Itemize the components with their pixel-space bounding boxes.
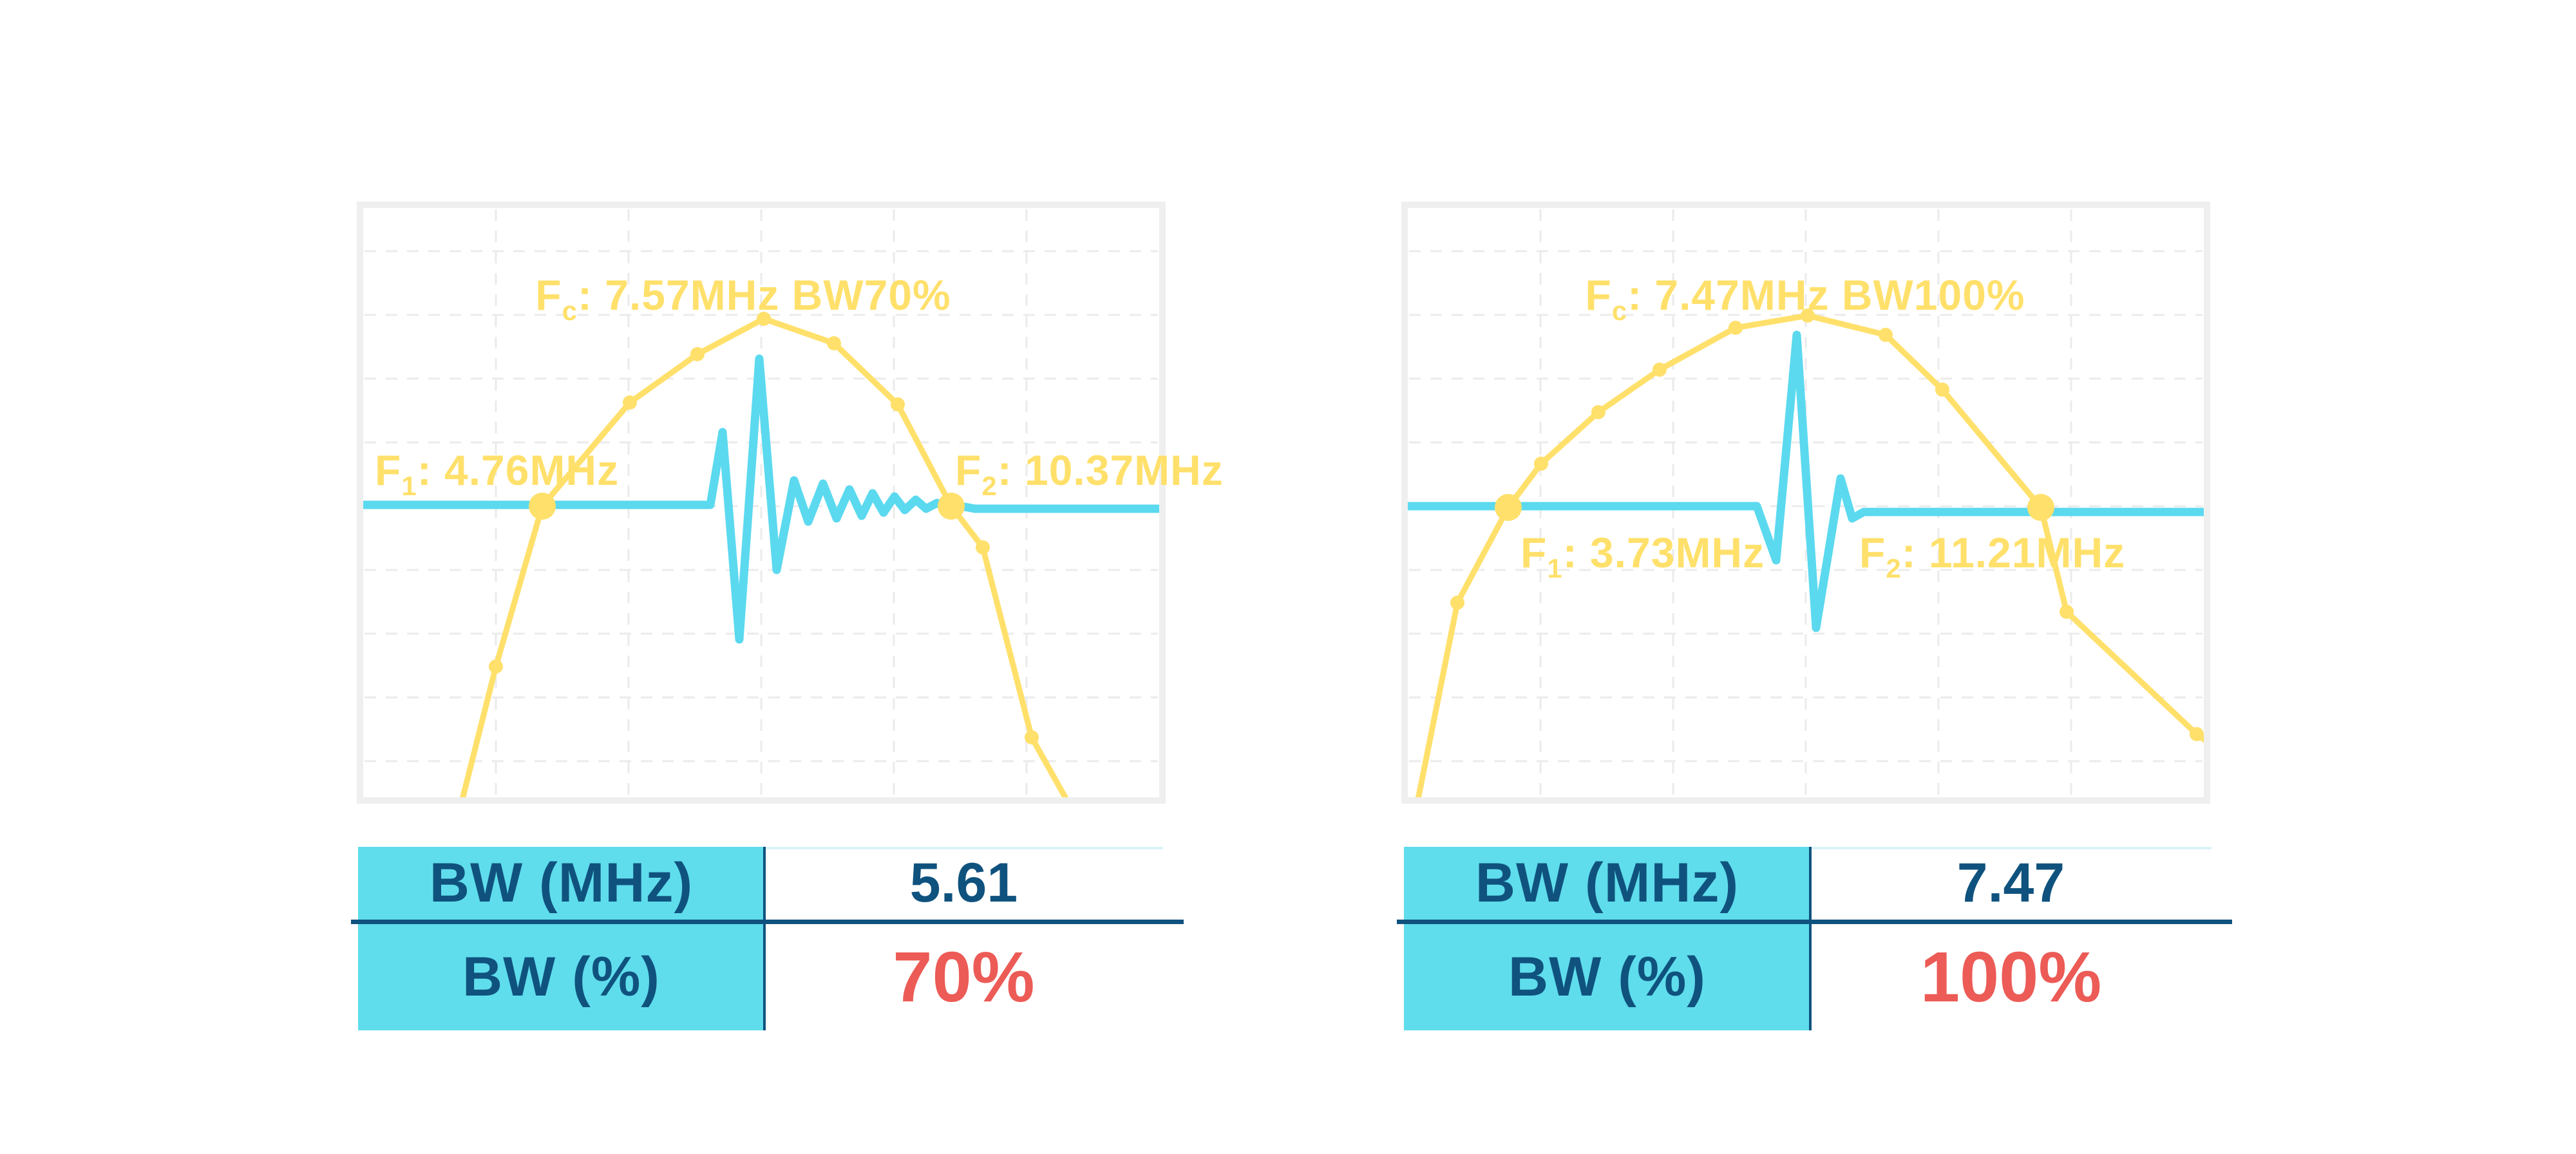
table-row: BW (MHz) 7.47: [1404, 847, 2211, 920]
fc-annotation: Fc: 7.57MHz BW70%: [535, 271, 951, 326]
table-row: BW (MHz) 5.61: [358, 847, 1163, 920]
fc-annotation: Fc: 7.47MHz BW100%: [1585, 271, 2025, 326]
table-row: BW (%) 100%: [1404, 924, 2211, 1030]
bw-mhz-value: 7.47: [1956, 852, 2065, 914]
column-divider: [763, 847, 766, 1030]
f1-annotation: F1: 4.76MHz: [375, 446, 619, 501]
table-row: BW (%) 70%: [358, 924, 1163, 1030]
f1-annotation: F1: 3.73MHz: [1520, 529, 1765, 583]
bw-mhz-label: BW (MHz): [358, 847, 764, 920]
table-top-accent: [764, 847, 1163, 849]
bw-table-right: BW (MHz) 7.47 BW (%) 100%: [1397, 847, 2232, 1030]
bw-pct-label: BW (%): [358, 924, 764, 1030]
bw-table-left: BW (MHz) 5.61 BW (%) 70%: [351, 847, 1184, 1030]
f2-annotation: F2: 11.21MHz: [1859, 529, 2125, 583]
grid-layer: [1409, 209, 2202, 796]
row-divider: [1397, 920, 2232, 924]
bw-pct-label: BW (%): [1404, 924, 1810, 1030]
bw-mhz-label: BW (MHz): [1404, 847, 1810, 920]
f2-annotation: F2: 10.37MHz: [955, 446, 1224, 501]
bw-pct-value: 100%: [1920, 938, 2102, 1017]
column-divider: [1809, 847, 1812, 1030]
bw-mhz-value: 5.61: [909, 852, 1018, 914]
series-layer: [1408, 308, 2204, 797]
bw-pct-value: 70%: [893, 938, 1035, 1017]
table-top-accent: [1810, 847, 2211, 849]
row-divider: [351, 920, 1184, 924]
spectrum-chart-left: Fc: 7.57MHz BW70% F1: 4.76MHz F2: 10.37M…: [357, 202, 1223, 804]
series-layer: [363, 312, 1159, 797]
spectrum-chart-right: Fc: 7.47MHz BW100% F1: 3.73MHz F2: 11.21…: [1401, 202, 2210, 804]
